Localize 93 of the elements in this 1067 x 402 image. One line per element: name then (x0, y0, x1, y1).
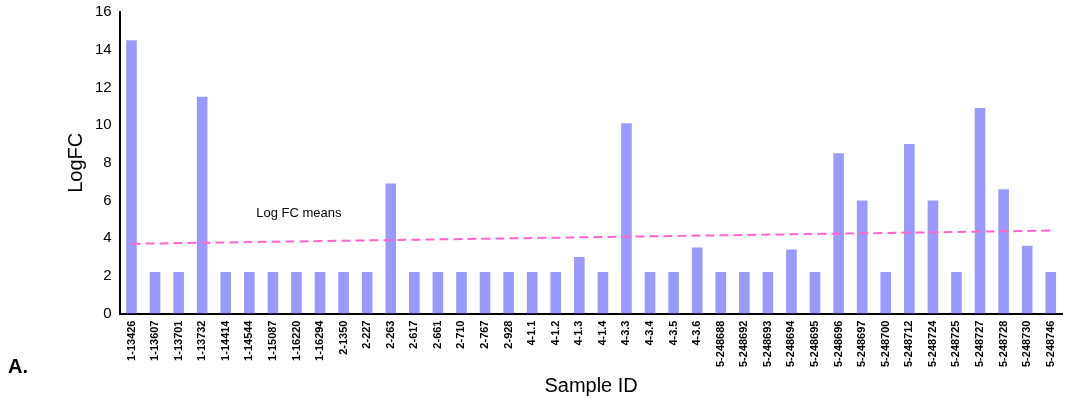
bar (644, 272, 656, 314)
x-tick-label: 1-13607 (148, 320, 161, 361)
x-tick-label: 4-3.6 (690, 320, 703, 346)
bar (314, 272, 326, 314)
bar (574, 256, 585, 314)
bar (550, 272, 562, 314)
bar (196, 96, 208, 314)
x-tick-label: 2-227 (360, 320, 373, 349)
x-tick-label: 2-617 (407, 320, 420, 349)
y-tick-label: 6 (103, 190, 112, 208)
x-tick-label: 5-248693 (760, 320, 773, 368)
bar (856, 200, 868, 314)
x-axis-title: Sample ID (544, 373, 638, 396)
bar (927, 200, 939, 314)
bar (739, 272, 750, 314)
y-tick-label: 10 (95, 115, 112, 133)
x-tick-label: 5-248727 (973, 320, 986, 368)
x-tick-label: 5-248724 (925, 319, 938, 368)
x-tick-label: 1-14544 (242, 319, 255, 361)
bar (244, 272, 255, 314)
y-tick-label: 2 (103, 265, 112, 283)
bar (385, 183, 397, 314)
x-tick-label: 2-263 (383, 320, 396, 349)
x-tick-label: 4-3.5 (666, 320, 679, 346)
x-tick-label: 1-13732 (195, 320, 208, 361)
x-tick-label: 4-1.1 (525, 320, 538, 346)
bar (432, 272, 444, 314)
x-tick-label: 5-248688 (713, 320, 726, 368)
x-tick-label: 2-661 (430, 320, 443, 349)
y-axis-title: LogFC (63, 132, 86, 193)
x-tick-label: 1-16294 (313, 319, 326, 361)
x-tick-label: 5-248730 (1020, 320, 1033, 368)
y-tick-label: 0 (103, 303, 112, 321)
x-tick-label: 5-248700 (878, 320, 891, 368)
bar (267, 272, 279, 314)
x-tick-label: 4-1.3 (572, 320, 585, 346)
x-tick-label: 5-248725 (949, 320, 962, 368)
bar (220, 272, 232, 314)
x-tick-label: 1-16220 (289, 320, 302, 361)
bar (479, 272, 491, 314)
bar (338, 272, 349, 314)
x-tick-label: 5-248728 (996, 320, 1009, 368)
bar (880, 272, 892, 314)
bar (762, 272, 774, 314)
y-tick-label: 14 (95, 39, 112, 57)
bar (503, 272, 514, 314)
x-tick-label: 4-1.4 (595, 319, 608, 346)
x-tick-label: 5-248692 (737, 320, 750, 368)
annotation: Log FC means (256, 205, 342, 221)
x-tick-label: 5-248695 (808, 320, 821, 368)
bar (126, 40, 137, 314)
x-tick-label: 1-13426 (124, 320, 137, 361)
x-tick-label: 5-248696 (831, 320, 844, 368)
x-tick-label: 4-3.4 (643, 319, 656, 346)
bar (715, 272, 727, 314)
y-tick-label: 4 (103, 228, 112, 246)
bar (833, 153, 844, 314)
bar (621, 123, 632, 314)
bar (1045, 272, 1057, 314)
x-tick-label: 2-928 (501, 320, 514, 349)
x-tick-label: 1-14414 (218, 319, 231, 361)
bar (361, 272, 373, 314)
x-tick-label: 1-15087 (265, 320, 278, 361)
bar (998, 189, 1009, 314)
x-tick-label: 5-248697 (855, 320, 868, 368)
bar (291, 272, 302, 314)
x-tick-label: 2-767 (478, 320, 491, 349)
bar (149, 272, 161, 314)
bar (691, 247, 703, 314)
x-tick-label: 4-1.2 (548, 320, 561, 346)
y-tick-label: 12 (95, 77, 112, 95)
bar (904, 143, 915, 314)
x-tick-label: 2-1350 (336, 320, 349, 355)
bar (951, 272, 962, 314)
x-tick-label: 1-13701 (171, 320, 184, 361)
x-tick-label: 5-248746 (1043, 320, 1056, 368)
x-tick-label: 5-248712 (902, 320, 915, 368)
bar (409, 272, 420, 314)
bar (809, 272, 821, 314)
bar (456, 272, 467, 314)
bar (668, 272, 679, 314)
text: A. (8, 355, 28, 378)
bar (974, 108, 986, 314)
bar (597, 272, 609, 314)
y-tick-label: 16 (95, 2, 112, 20)
bar (786, 249, 797, 314)
x-tick-label: 2-710 (454, 320, 467, 349)
bar (526, 272, 538, 314)
x-tick-label: 5-248694 (784, 319, 797, 368)
bar (173, 272, 184, 314)
x-tick-label: 4-3.3 (619, 320, 632, 346)
y-tick-label: 8 (103, 152, 112, 170)
bar (1021, 245, 1033, 314)
